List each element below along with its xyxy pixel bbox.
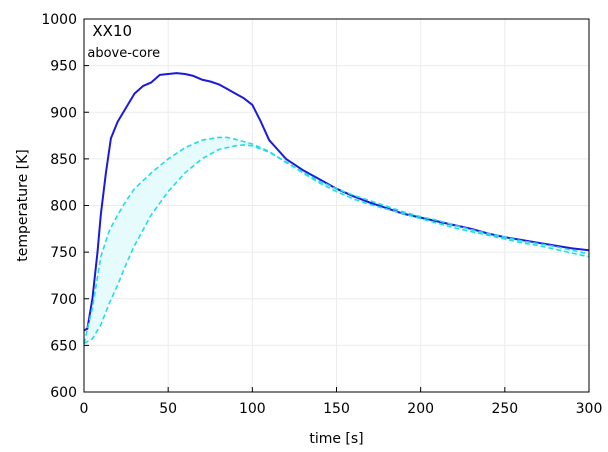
y-tick-label: 900 — [50, 105, 77, 121]
main-series-line — [83, 72, 590, 332]
x-tick-label: 200 — [407, 401, 434, 417]
y-tick-label: 1000 — [41, 12, 77, 28]
x-tick-label: 150 — [323, 401, 350, 417]
axis-ticks: 0 50 100 150 200 250 300 600 650 700 750 800 850 900 9… — [41, 12, 602, 417]
y-tick-label: 800 — [50, 199, 77, 215]
x-tick-label: 50 — [159, 401, 177, 417]
y-tick-label: 950 — [50, 59, 77, 75]
annotation-location-label: above-core — [87, 46, 160, 61]
x-tick-label: 300 — [576, 401, 603, 417]
dashed-series-line-2 — [83, 144, 590, 345]
y-axis-label: temperature [K] — [15, 149, 31, 262]
y-tick-label: 850 — [50, 152, 77, 168]
y-tick-label: 650 — [50, 338, 77, 354]
x-axis-label: time [s] — [309, 431, 363, 447]
y-tick-label: 600 — [50, 385, 77, 401]
y-tick-label: 750 — [50, 245, 77, 261]
y-tick-label: 700 — [50, 292, 77, 308]
x-tick-label: 100 — [239, 401, 266, 417]
series-lines — [83, 72, 590, 345]
annotation-case-label: XX10 — [92, 22, 132, 40]
x-tick-label: 250 — [491, 401, 518, 417]
x-tick-label: 0 — [80, 401, 89, 417]
grid — [83, 18, 590, 393]
